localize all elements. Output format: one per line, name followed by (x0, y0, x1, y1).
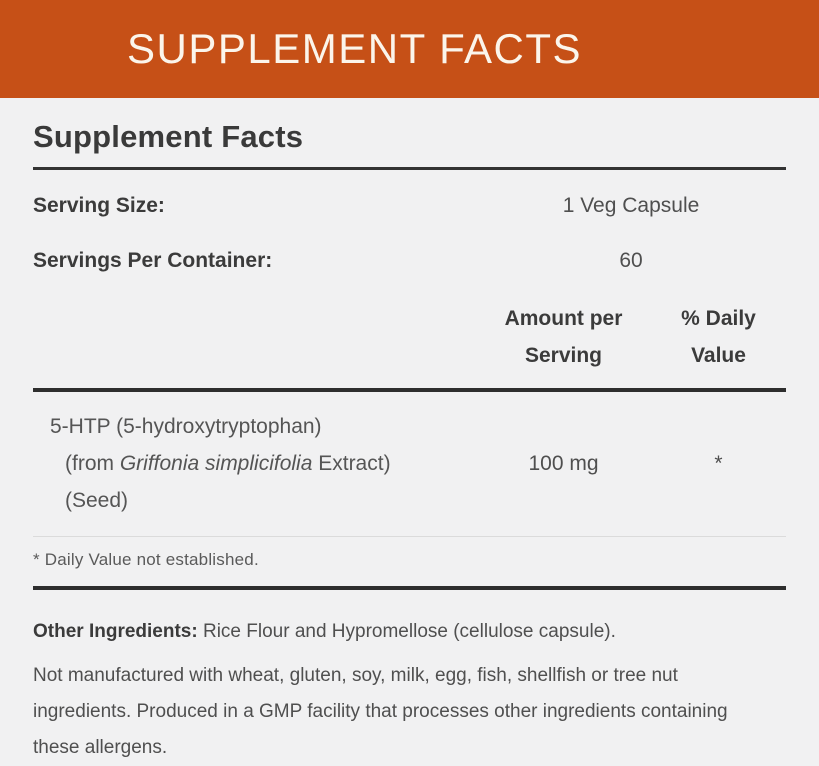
servings-per-container-label: Servings Per Container: (33, 249, 273, 272)
serving-size-value: 1 Veg Capsule (562, 194, 700, 217)
title-divider (33, 167, 786, 170)
ingredient-name-line2: (from Griffonia simplicifolia Extract) (65, 452, 391, 475)
column-headers: Amount per Serving % Daily Value (33, 300, 786, 374)
other-ingredients-text: Rice Flour and Hypromellose (cellulose c… (197, 621, 616, 642)
daily-value-header: % Daily Value (681, 307, 756, 367)
footnote-divider (33, 536, 786, 537)
other-ingredients: Other Ingredients: Rice Flour and Hyprom… (33, 617, 786, 647)
amount-per-serving-header: Amount per Serving (504, 307, 623, 367)
supplement-facts-panel: Supplement Facts Serving Size: 1 Veg Cap… (0, 119, 819, 766)
allergen-note: Not manufactured with wheat, gluten, soy… (33, 665, 728, 758)
panel-title: Supplement Facts (33, 119, 304, 154)
ingredient-name: 5-HTP (5-hydroxytryptophan) (from Griffo… (33, 408, 476, 519)
ingredient-amount: 100 mg (528, 452, 599, 475)
table-divider-top (33, 388, 786, 392)
serving-size-label: Serving Size: (33, 194, 165, 217)
ingredient-daily-value: * (714, 452, 723, 475)
species-name: Griffonia simplicifolia (119, 452, 313, 475)
supplement-facts-banner: SUPPLEMENT FACTS (0, 0, 819, 98)
ingredient-name-line1: 5-HTP (5-hydroxytryptophan) (50, 415, 322, 438)
banner-title: SUPPLEMENT FACTS (127, 25, 582, 72)
daily-value-footnote: * Daily Value not established. (33, 550, 259, 569)
other-ingredients-label: Other Ingredients: (33, 621, 198, 642)
ingredient-row-5htp: 5-HTP (5-hydroxytryptophan) (from Griffo… (33, 408, 786, 519)
table-divider-bottom (33, 586, 786, 590)
servings-per-container-row: Servings Per Container: 60 (33, 247, 786, 275)
servings-per-container-value: 60 (619, 249, 643, 272)
serving-size-row: Serving Size: 1 Veg Capsule (33, 192, 786, 220)
ingredient-name-line3: (Seed) (65, 489, 129, 512)
